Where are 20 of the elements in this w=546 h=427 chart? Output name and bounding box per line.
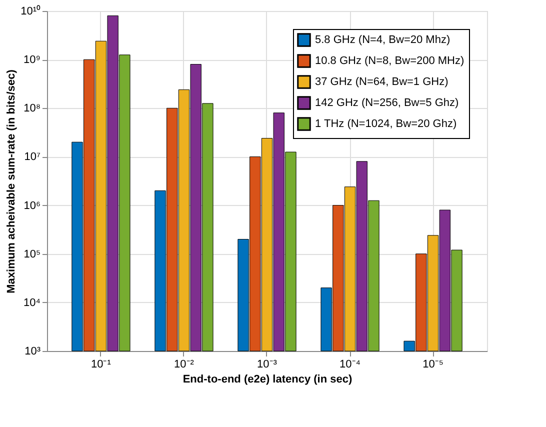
legend-label: 1 THz (N=1024, Bw=20 Ghz)	[315, 118, 457, 130]
y-tick-label: 10⁶	[24, 200, 40, 212]
y-axis-title: Maximum acheivable sum-rate (in bits/sec)	[6, 69, 18, 294]
y-tick-label: 10⁴	[24, 296, 41, 309]
x-tick-label: 10⁻³	[257, 358, 278, 370]
legend-label: 142 GHz (N=256, Bw=5 Ghz)	[315, 97, 459, 109]
x-tick-label: 10⁻⁵	[422, 358, 444, 370]
y-tick-label: 10⁵	[24, 248, 40, 260]
y-tick-label: 10¹⁰	[20, 4, 40, 18]
legend-label: 37 GHz (N=64, Bw=1 GHz)	[315, 76, 448, 88]
x-tick-label: 10⁻⁴	[340, 358, 361, 370]
x-tick-label: 10⁻¹	[91, 358, 112, 370]
legend-label: 10.8 GHz (N=8, Bw=200 MHz)	[315, 55, 464, 67]
y-tick-label: 10⁸	[24, 102, 40, 115]
y-tick-label: 10³	[24, 346, 41, 358]
x-tick-label: 10⁻²	[174, 358, 194, 370]
y-tick-label: 10⁷	[24, 151, 41, 164]
legend-label: 5.8 GHz (N=4, Bw=20 Mhz)	[315, 34, 450, 46]
x-axis-title: End-to-end (e2e) latency (in sec)	[182, 374, 352, 386]
y-tick-label: 10⁹	[24, 54, 40, 66]
